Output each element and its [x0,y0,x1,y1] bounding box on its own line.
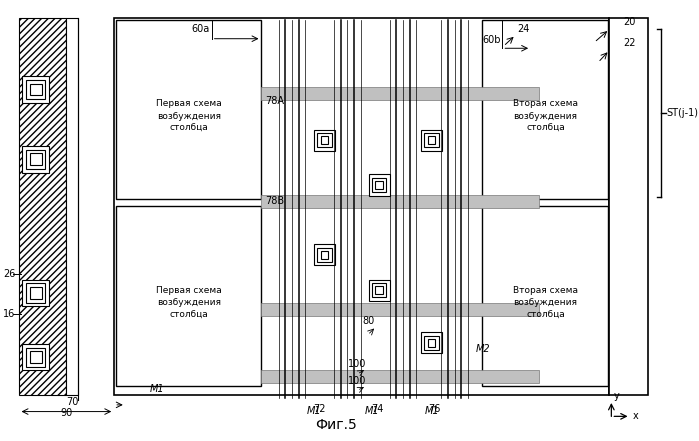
Text: Первая схема
возбуждения
столбца: Первая схема возбуждения столбца [156,99,222,133]
Text: y: y [613,391,619,401]
Bar [314,130,335,150]
Bar [261,86,539,100]
Bar [27,348,45,366]
Bar [317,133,332,147]
Bar [375,286,383,294]
Bar [66,18,78,395]
Text: 70: 70 [66,397,78,407]
Bar [428,339,435,347]
Bar [261,370,539,383]
Bar [261,194,539,208]
Bar [421,332,442,353]
Bar [116,206,261,386]
Text: Первая схема
возбуждения
столбца: Первая схема возбуждения столбца [156,286,222,320]
Bar [261,303,539,316]
Bar [421,130,442,150]
Text: 20: 20 [623,17,635,27]
Bar [424,133,439,147]
Text: M1: M1 [365,407,380,416]
Bar [610,18,648,395]
Text: M1: M1 [307,407,322,416]
Text: Вторая схема
возбуждения
столбца: Вторая схема возбуждения столбца [513,99,578,133]
Text: 78B: 78B [265,196,284,206]
Text: ST(j-1): ST(j-1) [667,108,699,118]
Bar [424,336,439,350]
Bar [372,283,387,297]
Bar [375,181,383,189]
Text: M1: M1 [424,407,439,416]
Bar [30,84,41,95]
Text: M2: M2 [475,344,490,354]
Bar [317,247,332,262]
Text: 26: 26 [3,269,15,279]
Text: M1: M1 [150,385,164,394]
Bar [482,19,609,199]
Bar [30,351,41,363]
Bar [116,19,261,199]
Bar [22,146,49,172]
Text: Фиг.5: Фиг.5 [315,418,356,432]
Bar [30,287,41,299]
Bar [428,136,435,144]
Bar [321,251,329,258]
Text: 80: 80 [363,316,375,325]
Bar [19,18,66,395]
Bar [22,76,49,103]
Bar [482,206,609,386]
Text: 78A: 78A [265,96,284,106]
Bar [22,280,49,306]
Text: 22: 22 [623,38,635,49]
Text: x: x [633,411,638,421]
Bar [114,18,610,395]
Bar [368,175,389,195]
Bar [30,153,41,165]
Text: 76: 76 [428,404,440,414]
Bar [27,149,45,169]
Text: 24: 24 [518,24,530,34]
Text: Вторая схема
возбуждения
столбца: Вторая схема возбуждения столбца [513,286,578,320]
Text: 74: 74 [371,404,383,414]
Bar [368,280,389,301]
Text: 72: 72 [314,404,326,414]
Text: 60b: 60b [482,34,500,45]
Text: 100: 100 [347,376,366,386]
Bar [314,244,335,265]
Text: 16: 16 [3,309,15,319]
Text: 90: 90 [60,408,73,419]
Bar [27,284,45,303]
Bar [22,344,49,370]
Bar [372,178,387,192]
Text: 60a: 60a [192,24,210,34]
Text: 100: 100 [347,359,366,369]
Bar [321,136,329,144]
Bar [27,80,45,99]
